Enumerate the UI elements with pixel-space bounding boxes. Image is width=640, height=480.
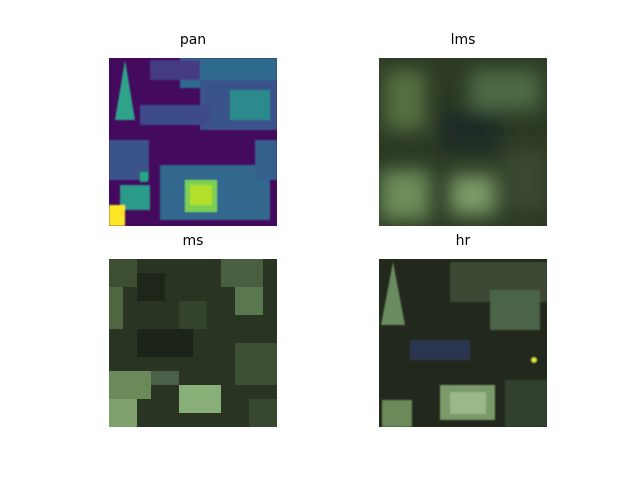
- lms-image: [379, 58, 547, 226]
- ms-image: [109, 259, 277, 427]
- panel-title: pan: [180, 32, 206, 48]
- panel-title: lms: [451, 32, 476, 48]
- panel-title: hr: [456, 233, 471, 249]
- pan-image: [109, 58, 277, 226]
- hr-image: [379, 259, 547, 427]
- panel-title: ms: [183, 233, 204, 249]
